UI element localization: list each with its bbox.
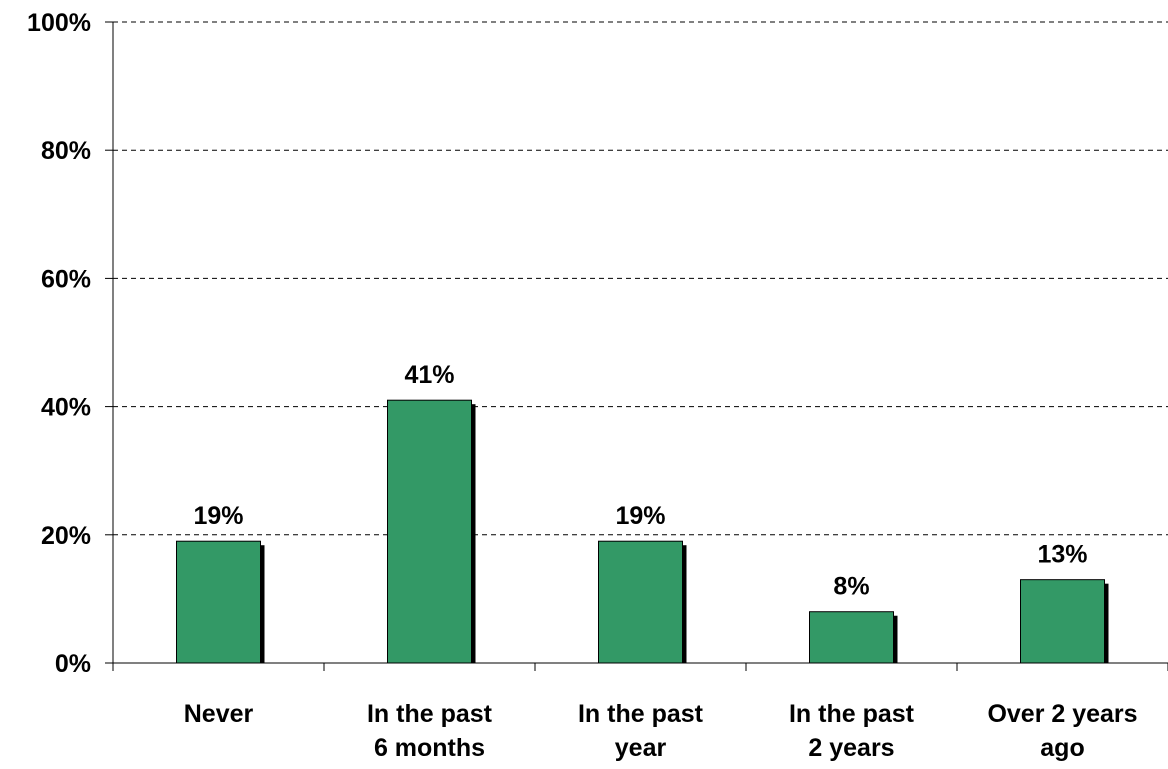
y-tick-label: 20%	[41, 522, 91, 550]
bar	[598, 540, 683, 664]
y-tick-label: 80%	[41, 137, 91, 165]
bar	[1020, 579, 1105, 664]
y-tick-label: 60%	[41, 265, 91, 293]
data-label: 13%	[1037, 541, 1087, 569]
y-tick-label: 0%	[55, 650, 91, 678]
bar	[387, 399, 472, 664]
data-label: 19%	[615, 502, 665, 530]
data-label: 19%	[193, 502, 243, 530]
y-tick-label: 40%	[41, 394, 91, 422]
x-category-label: In the past 2 years	[789, 700, 915, 762]
y-tick-label: 100%	[27, 9, 91, 37]
x-category-label: Never	[184, 700, 254, 728]
bar	[809, 611, 894, 664]
bars	[176, 399, 1109, 664]
data-label: 41%	[404, 361, 454, 389]
labels: 0% 20% 40% 60% 80% 100% 19% Never 41% In the past…	[27, 9, 1138, 762]
data-label: 8%	[833, 573, 869, 601]
x-category-label: Over 2 years ago	[987, 700, 1137, 762]
x-category-label: In the past year	[578, 700, 704, 762]
gridlines	[113, 21, 1168, 536]
x-category-label: In the past 6 months	[367, 700, 493, 762]
bar	[176, 540, 261, 664]
